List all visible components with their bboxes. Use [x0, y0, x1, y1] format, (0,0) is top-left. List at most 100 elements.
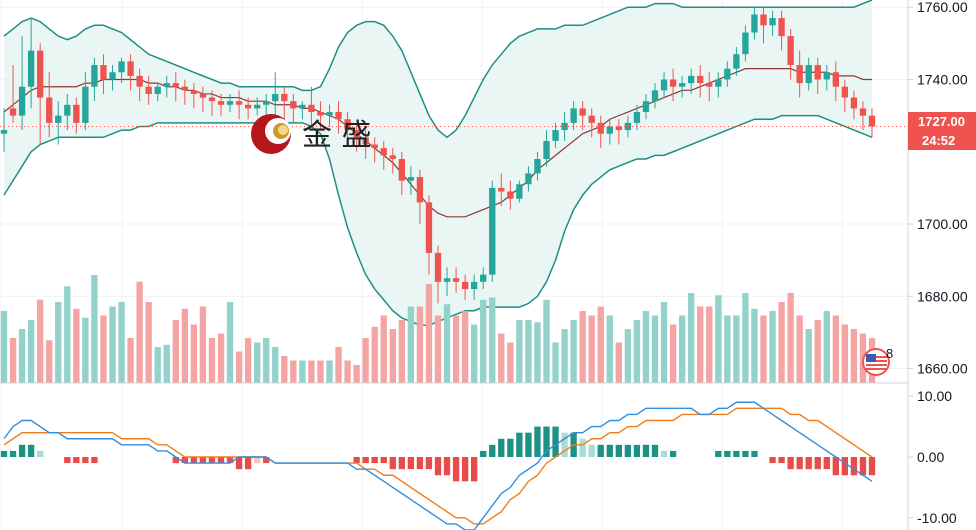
candle[interactable] [353, 122, 360, 152]
candle[interactable] [606, 119, 613, 145]
candle[interactable] [226, 93, 234, 113]
candle[interactable] [91, 57, 98, 102]
candle[interactable] [706, 72, 713, 102]
candle[interactable] [498, 173, 505, 206]
candle[interactable] [154, 83, 161, 102]
candle[interactable] [290, 93, 297, 123]
candle[interactable] [136, 68, 143, 102]
candle[interactable] [516, 180, 523, 203]
candle[interactable] [796, 50, 803, 98]
candle[interactable] [281, 86, 288, 123]
candle[interactable] [199, 86, 207, 113]
candle[interactable] [181, 79, 188, 105]
candle[interactable] [244, 97, 252, 120]
candle[interactable] [489, 180, 496, 282]
candle[interactable] [751, 7, 758, 40]
candle[interactable] [389, 148, 396, 174]
candle[interactable] [371, 137, 378, 163]
candle[interactable] [452, 267, 460, 293]
candle[interactable] [172, 72, 179, 102]
candle[interactable] [425, 195, 433, 275]
candle[interactable] [263, 93, 270, 116]
candle[interactable] [624, 115, 632, 138]
candle[interactable] [733, 46, 740, 76]
candle[interactable] [317, 101, 324, 131]
candle[interactable] [254, 97, 261, 116]
candle[interactable] [697, 65, 704, 98]
candle[interactable] [588, 108, 595, 138]
candle[interactable] [841, 79, 849, 113]
candle[interactable] [660, 72, 668, 98]
candle[interactable] [0, 108, 8, 152]
candle[interactable] [760, 7, 767, 44]
candle[interactable] [724, 61, 731, 87]
candle[interactable] [570, 101, 577, 131]
event-badge[interactable]: 8 [862, 346, 893, 376]
candle[interactable] [507, 180, 514, 210]
candle[interactable] [669, 68, 677, 102]
candle[interactable] [615, 119, 622, 145]
candle[interactable] [814, 57, 821, 94]
candle[interactable] [715, 72, 722, 98]
candle[interactable] [37, 43, 44, 145]
candle[interactable] [579, 101, 586, 131]
candle[interactable] [534, 151, 541, 181]
candle[interactable] [335, 101, 342, 134]
candle[interactable] [55, 101, 62, 145]
candle[interactable] [9, 65, 17, 123]
candle[interactable] [434, 245, 442, 304]
candle[interactable] [651, 83, 659, 109]
candle[interactable] [18, 36, 26, 131]
candle[interactable] [82, 72, 89, 131]
candle[interactable] [633, 104, 641, 131]
candle[interactable] [308, 86, 315, 127]
candle[interactable] [832, 61, 839, 102]
candle[interactable] [217, 93, 225, 116]
candle[interactable] [823, 65, 830, 91]
candle[interactable] [543, 130, 550, 167]
candle[interactable] [859, 101, 867, 131]
candle[interactable] [344, 112, 351, 145]
candle[interactable] [868, 108, 876, 138]
candle[interactable] [552, 122, 559, 149]
candle[interactable] [100, 54, 107, 94]
price-axis[interactable]: 1760.00 1740.00 1700.00 1680.00 1660.00 [908, 0, 968, 377]
candle[interactable] [778, 10, 785, 51]
candle[interactable] [299, 101, 306, 120]
macd-axis[interactable]: 10.00 0.00 -10.00 [908, 388, 957, 526]
candle[interactable] [461, 274, 469, 300]
candle[interactable] [208, 90, 216, 116]
candle[interactable] [109, 65, 116, 91]
us-flag-event-icon[interactable] [862, 348, 890, 376]
candle[interactable] [326, 104, 333, 127]
candle[interactable] [742, 25, 749, 62]
candle[interactable] [688, 68, 695, 94]
candle[interactable] [850, 90, 858, 120]
candle[interactable] [190, 83, 198, 109]
candlesticks[interactable] [0, 7, 876, 304]
candle[interactable] [64, 93, 71, 131]
candle[interactable] [678, 75, 686, 98]
candle[interactable] [235, 90, 243, 120]
candle[interactable] [642, 93, 650, 120]
candle[interactable] [362, 130, 369, 159]
candle[interactable] [127, 54, 134, 91]
candle[interactable] [471, 274, 478, 300]
candle[interactable] [443, 267, 451, 297]
candle[interactable] [163, 75, 170, 98]
candle[interactable] [805, 57, 812, 91]
candle[interactable] [480, 267, 487, 290]
candle[interactable] [769, 10, 776, 37]
candle[interactable] [416, 169, 424, 225]
candle[interactable] [118, 57, 125, 84]
candle[interactable] [525, 166, 532, 192]
candle[interactable] [272, 72, 279, 116]
candle[interactable] [46, 72, 53, 138]
candle[interactable] [73, 97, 80, 134]
candle[interactable] [398, 151, 405, 196]
candle[interactable] [597, 115, 604, 149]
candle[interactable] [407, 166, 415, 196]
candle[interactable] [380, 140, 387, 170]
candle[interactable] [145, 75, 152, 105]
